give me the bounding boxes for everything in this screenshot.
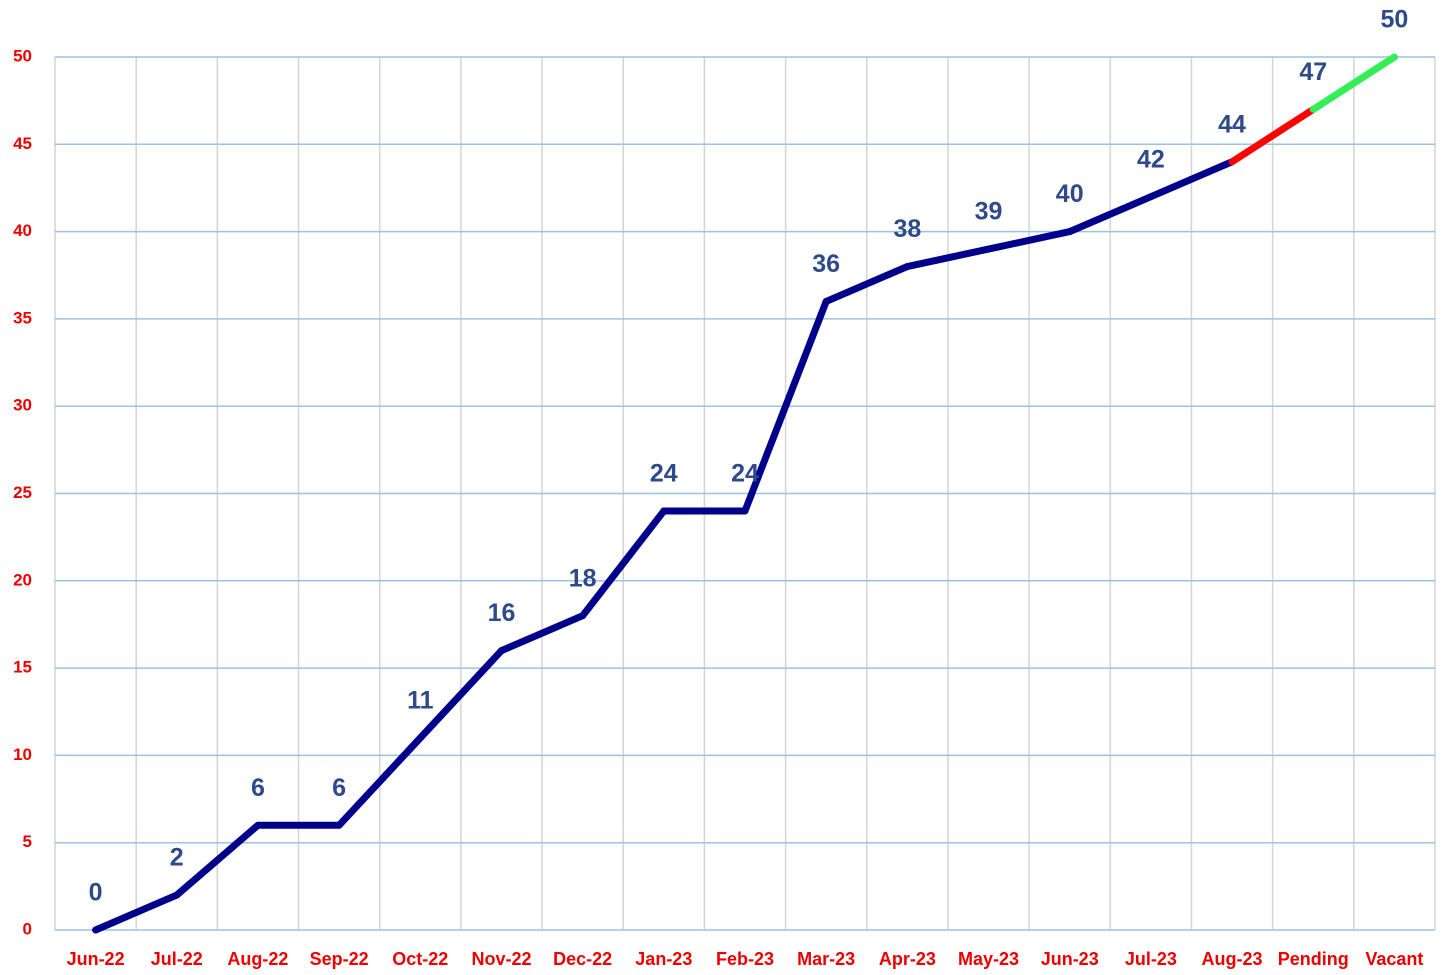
x-tick-label: Jan-23 [635, 949, 692, 969]
y-tick-label: 30 [13, 396, 32, 415]
data-label: 39 [975, 198, 1003, 226]
line-segment [903, 245, 993, 271]
x-tick-label: Nov-22 [471, 949, 531, 969]
y-tick-label: 45 [13, 134, 32, 153]
x-tick-label: Aug-23 [1202, 949, 1263, 969]
data-label: 18 [569, 564, 597, 592]
y-tick-label: 0 [23, 919, 32, 938]
x-tick-label: Feb-23 [716, 949, 774, 969]
y-tick-label: 20 [13, 570, 32, 589]
line-segment [92, 891, 181, 934]
y-tick-label: 10 [13, 745, 32, 764]
y-tick-label: 50 [13, 46, 32, 65]
line-segment [173, 821, 262, 899]
data-label: 40 [1056, 180, 1084, 208]
data-label: 38 [893, 215, 921, 243]
x-tick-label: Sep-22 [310, 949, 369, 969]
x-tick-label: Apr-23 [879, 949, 936, 969]
data-label: 44 [1218, 110, 1246, 138]
line-segment [579, 507, 668, 620]
line-segment [335, 734, 424, 829]
x-tick-label: May-23 [958, 949, 1019, 969]
line-segment [1228, 105, 1317, 166]
data-label: 11 [407, 687, 434, 715]
x-tick-label: Vacant [1365, 949, 1423, 969]
x-tick-label: Pending [1278, 949, 1349, 969]
x-tick-label: Dec-22 [553, 949, 612, 969]
data-label: 6 [251, 774, 265, 802]
data-label: 2 [170, 844, 184, 872]
x-tick-label: Jun-23 [1041, 949, 1099, 969]
data-label: 16 [488, 599, 516, 627]
line-segment [985, 228, 1074, 253]
data-label: 50 [1381, 6, 1409, 34]
x-tick-label: Mar-23 [797, 949, 855, 969]
line-segment [741, 297, 830, 515]
x-tick-label: Jul-22 [151, 949, 203, 969]
line-segment [416, 647, 505, 742]
data-label: 24 [650, 460, 678, 488]
x-tick-label: Jun-22 [67, 949, 125, 969]
line-segment [1309, 53, 1398, 113]
y-tick-label: 35 [13, 308, 32, 327]
x-tick-label: Jul-23 [1125, 949, 1177, 969]
line-segment [1066, 193, 1155, 236]
data-label: 42 [1137, 145, 1165, 173]
x-tick-label: Oct-22 [392, 949, 448, 969]
data-label: 47 [1299, 58, 1327, 86]
y-tick-label: 40 [13, 221, 32, 240]
line-segment [1147, 158, 1236, 201]
line-segment [822, 263, 911, 305]
y-tick-label: 15 [13, 658, 32, 677]
y-tick-label: 25 [13, 483, 32, 502]
data-label: 6 [332, 774, 346, 802]
x-tick-label: Aug-22 [227, 949, 288, 969]
data-label: 36 [812, 250, 840, 278]
data-label: 24 [731, 460, 759, 488]
y-tick-label: 5 [23, 832, 32, 851]
data-label: 0 [89, 879, 103, 907]
line-segment [497, 612, 587, 655]
